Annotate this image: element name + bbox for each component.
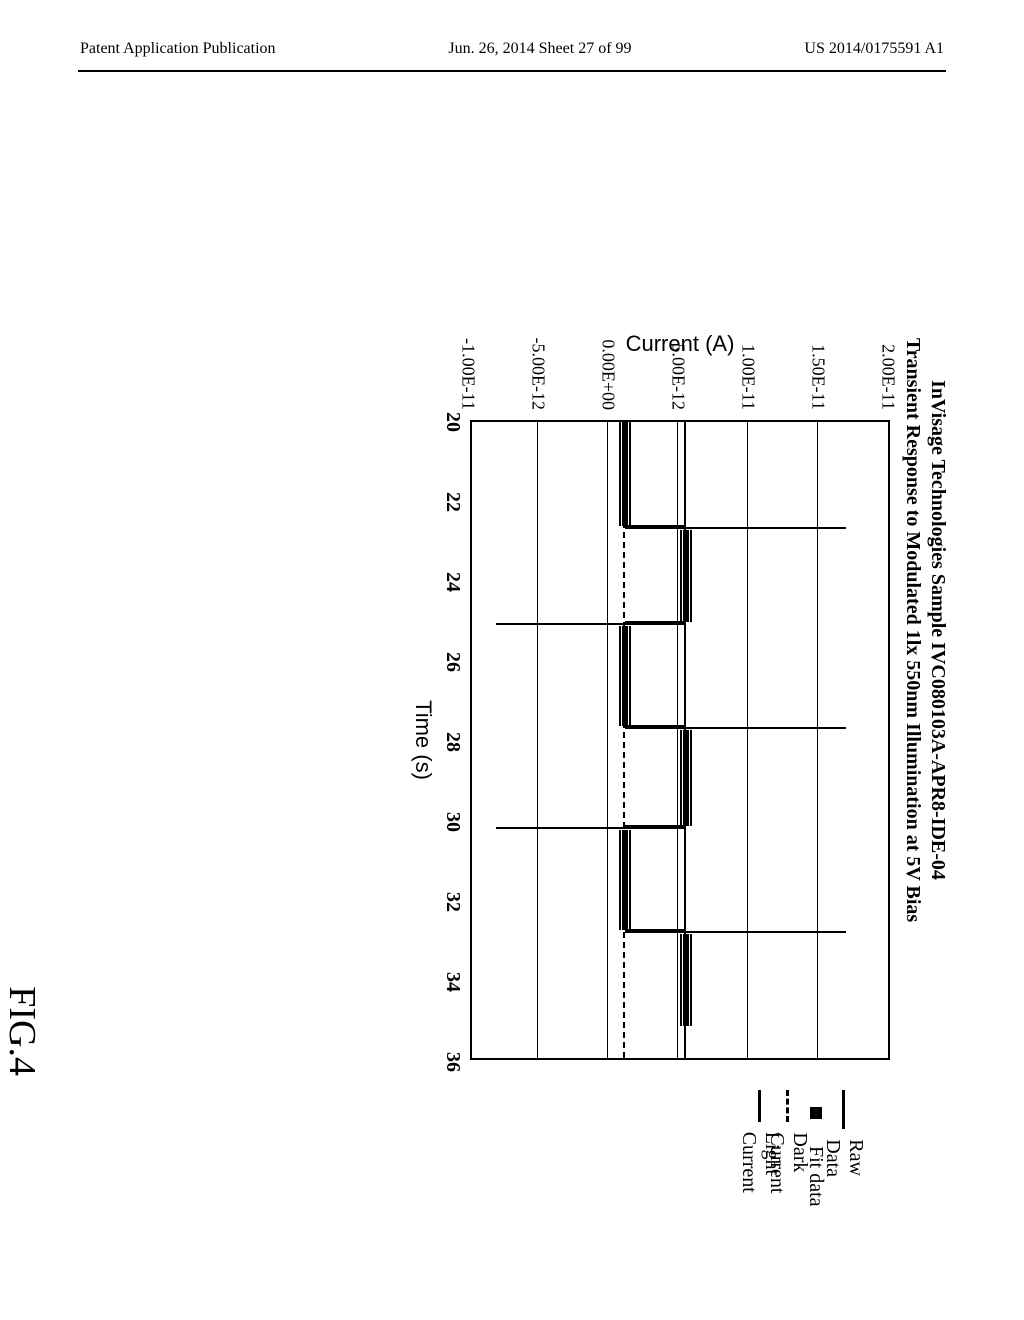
x-tick-label: 34 — [441, 972, 464, 992]
legend-label: Raw Data — [821, 1139, 867, 1207]
header-left: Patent Application Publication — [80, 40, 276, 58]
figure-label: FIG.4 — [0, 986, 44, 1076]
dashed-line-icon — [787, 1090, 790, 1122]
square-marker-icon — [810, 1107, 822, 1119]
raw-data-step — [625, 525, 687, 529]
x-tick-label: 36 — [441, 1052, 464, 1072]
header-right: US 2014/0175591 A1 — [804, 40, 944, 58]
raw-data-segment — [683, 934, 689, 1026]
header-rule — [78, 70, 946, 72]
raw-data-step — [625, 825, 687, 829]
y-tick-label: -1.00E-11 — [458, 300, 479, 410]
chart-title: InVisage Technologies Sample IVC080103A-… — [900, 330, 950, 930]
page-header: Patent Application Publication Jun. 26, … — [0, 40, 1024, 58]
x-tick-label: 28 — [441, 732, 464, 752]
raw-data-segment — [622, 626, 628, 726]
transient-spike-up — [686, 931, 846, 933]
x-tick-label: 22 — [441, 492, 464, 512]
x-tick-label: 26 — [441, 652, 464, 672]
transient-spike-down — [496, 623, 625, 625]
figure-container: InVisage Technologies Sample IVC080103A-… — [50, 330, 950, 930]
y-tick-label: -5.00E-12 — [528, 300, 549, 410]
plot-area: Current (A) Time (s) 2.00E-111.50E-111.0… — [470, 420, 890, 1060]
raw-data-segment — [683, 530, 689, 622]
transient-spike-up — [686, 527, 846, 529]
x-tick-label: 32 — [441, 892, 464, 912]
raw-data-segment — [622, 830, 628, 930]
gridline — [677, 422, 678, 1058]
chart-title-line1: InVisage Technologies Sample IVC080103A-… — [925, 330, 950, 930]
transient-spike-down — [496, 827, 625, 829]
x-tick-label: 24 — [441, 572, 464, 592]
y-tick-label: 1.50E-11 — [808, 300, 829, 410]
raw-data-step — [625, 621, 687, 625]
legend-light-current: Light Current — [746, 1090, 774, 1207]
legend-label: Light Current — [737, 1132, 783, 1207]
y-tick-label: 1.00E-11 — [738, 300, 759, 410]
header-center: Jun. 26, 2014 Sheet 27 of 99 — [448, 40, 631, 58]
x-axis-label: Time (s) — [410, 700, 436, 780]
solid-line-icon — [759, 1090, 762, 1122]
y-tick-label: 5.00E-12 — [668, 300, 689, 410]
gridline — [537, 422, 538, 1058]
x-tick-label: 30 — [441, 812, 464, 832]
raw-data-segment — [683, 730, 689, 826]
raw-data-segment — [622, 422, 628, 526]
legend: Raw Data Fit data Dark Current Light Cur… — [746, 1090, 858, 1207]
solid-line-icon — [843, 1090, 846, 1129]
chart-title-line2: Transient Response to Modulated 1lx 550n… — [900, 330, 925, 930]
gridline — [607, 422, 608, 1058]
gridline — [747, 422, 748, 1058]
gridline — [817, 422, 818, 1058]
transient-spike-up — [686, 727, 846, 729]
y-tick-label: 2.00E-11 — [878, 300, 899, 410]
raw-data-step — [625, 725, 687, 729]
legend-raw-data: Raw Data — [830, 1090, 858, 1207]
raw-data-step — [625, 929, 687, 933]
x-tick-label: 20 — [441, 412, 464, 432]
y-tick-label: 0.00E+00 — [598, 300, 619, 410]
